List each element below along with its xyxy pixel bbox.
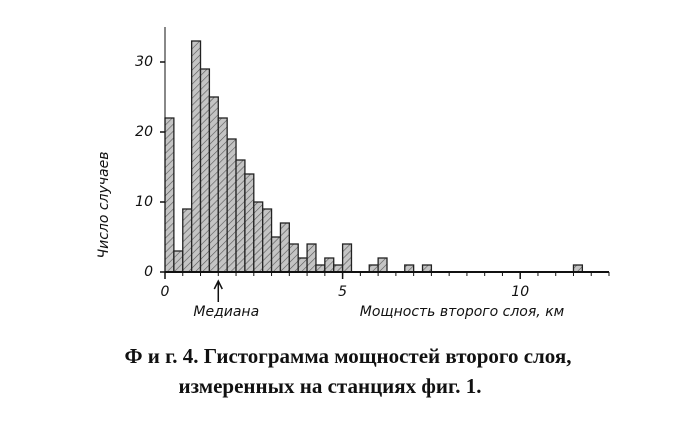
bar (208, 96, 219, 273)
bar (324, 257, 335, 273)
y-tick-label: 30 (135, 54, 153, 70)
bar (182, 208, 193, 273)
bar (279, 222, 290, 273)
bar (244, 173, 255, 273)
bar (173, 250, 184, 273)
x-tick-label: 0 (161, 284, 170, 300)
bar (226, 138, 237, 273)
bar (270, 236, 282, 273)
median-arrow-head (213, 279, 223, 290)
y-axis-label: Число случаев (96, 151, 112, 258)
bar (315, 264, 326, 273)
caption-line: измеренных на станциях фиг. 1. (179, 374, 482, 398)
x-axis-label: Мощность второго слоя, км (360, 304, 565, 320)
bar (262, 208, 273, 273)
bar (341, 243, 353, 273)
y-tick-label: 0 (144, 264, 153, 280)
bar (306, 243, 317, 273)
bar (164, 117, 175, 273)
bar (572, 264, 584, 273)
y-tick-label: 10 (135, 194, 153, 210)
bar (404, 264, 415, 273)
bar (217, 117, 228, 273)
caption-line: Ф и г. 4. Гистограмма мощностей второго … (124, 344, 571, 368)
bar (253, 201, 264, 273)
x-tick-label: 5 (338, 284, 347, 300)
bar (235, 159, 246, 273)
bar (377, 257, 388, 273)
bar (199, 68, 211, 273)
y-tick-label: 20 (135, 124, 153, 140)
bar (421, 264, 433, 273)
bar (333, 264, 344, 273)
x-tick-label: 10 (511, 284, 529, 300)
bar (297, 257, 308, 273)
bar (288, 243, 299, 273)
bar (368, 264, 379, 273)
median-label: Медиана (193, 304, 259, 320)
bar (190, 40, 202, 273)
